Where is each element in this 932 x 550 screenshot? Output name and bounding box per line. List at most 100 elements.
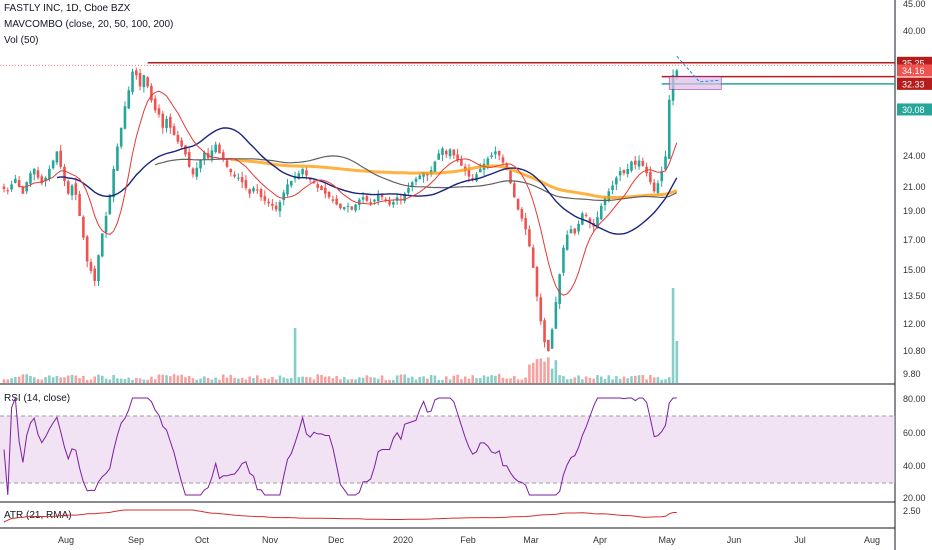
- time-tick: Oct: [195, 535, 210, 545]
- volume-bar: [327, 376, 331, 383]
- volume-bar: [475, 378, 478, 383]
- rsi-legend: RSI (14, close): [4, 393, 71, 404]
- atr-tick: 2.50: [903, 506, 921, 516]
- candle-body: [358, 199, 361, 205]
- volume-bar: [626, 378, 629, 383]
- volume-bar: [308, 377, 312, 383]
- candle-body: [531, 247, 535, 268]
- volume-bar: [165, 375, 168, 383]
- volume-bar: [116, 378, 119, 383]
- candle-body: [327, 191, 331, 198]
- candle-body: [630, 161, 633, 171]
- candle-body: [618, 171, 622, 176]
- volume-bar: [656, 377, 660, 383]
- candle-body: [274, 205, 278, 210]
- candle-body: [335, 198, 338, 205]
- volume-bar: [97, 374, 100, 383]
- candle-body: [369, 202, 372, 204]
- volume-bar: [622, 376, 626, 383]
- candle-body: [660, 171, 664, 182]
- candle-body: [584, 214, 588, 216]
- candle-body: [361, 197, 365, 200]
- candle-body: [599, 205, 603, 220]
- volume-bar: [652, 377, 656, 383]
- candle-body: [478, 168, 482, 173]
- time-tick: Mar: [523, 535, 539, 545]
- volume-bar: [664, 379, 667, 383]
- candle-body: [119, 127, 123, 147]
- volume-bar: [471, 375, 475, 383]
- volume-bar: [422, 376, 425, 383]
- candle-body: [656, 183, 660, 193]
- candle-body: [85, 236, 89, 262]
- candle-body: [637, 160, 641, 167]
- rsi-band: [0, 415, 895, 484]
- volume-bar: [312, 379, 316, 383]
- volume-bar: [437, 379, 440, 383]
- volume-bar: [524, 377, 527, 383]
- volume-bar: [452, 375, 456, 383]
- volume-bar: [399, 374, 403, 383]
- volume-bar: [301, 376, 304, 383]
- candle-body: [233, 174, 236, 177]
- volume-bar: [10, 378, 13, 383]
- time-tick: Jul: [794, 535, 806, 545]
- candle-body: [169, 116, 172, 128]
- price-tick: 17.00: [903, 235, 926, 245]
- volume-bar: [63, 377, 66, 383]
- volume-bar: [637, 375, 641, 383]
- volume-bar: [259, 379, 263, 383]
- volume-bar: [490, 375, 493, 383]
- volume-bar: [14, 377, 17, 383]
- candle-body: [509, 170, 512, 184]
- candle-body: [569, 229, 573, 234]
- volume-bar: [350, 379, 354, 383]
- rsi-axis: 80.00 60.00 40.00 20.00 2.50: [903, 394, 926, 516]
- volume-bar: [252, 378, 255, 383]
- volume-bar: [361, 377, 365, 383]
- volume-bar: [501, 377, 505, 383]
- volume-bar: [516, 379, 520, 383]
- candle-body: [63, 166, 66, 181]
- volume-bar: [237, 378, 240, 383]
- volume-bar: [384, 379, 388, 383]
- volume-bar: [577, 375, 580, 383]
- rsi-line: [3, 397, 677, 496]
- candle-body: [278, 202, 282, 212]
- price-label-bg: [897, 64, 932, 77]
- volume-bar: [426, 378, 429, 383]
- volume-bar: [596, 375, 599, 383]
- volume-bar: [282, 377, 286, 383]
- price-label-text: 35.25: [902, 58, 925, 68]
- price-tick: 9.80: [903, 369, 921, 379]
- volume-bar: [346, 379, 350, 383]
- candle-body: [165, 118, 168, 129]
- volume-bar: [172, 374, 176, 383]
- candle-body: [150, 85, 153, 101]
- volume-bar: [418, 376, 422, 383]
- volume-bar: [40, 379, 44, 383]
- time-tick: May: [658, 535, 676, 545]
- panel-frames: [0, 0, 896, 550]
- candle-body: [70, 185, 74, 196]
- volume-bar: [528, 364, 531, 383]
- candle-body: [44, 177, 47, 182]
- time-tick: Nov: [262, 535, 279, 545]
- candle-body: [214, 144, 217, 153]
- volume-bar: [25, 374, 28, 383]
- volume-bar: [342, 377, 346, 383]
- candle-body: [603, 198, 607, 206]
- volume-bar: [320, 374, 323, 383]
- candle-body: [244, 179, 248, 188]
- volume-bar: [581, 379, 584, 383]
- candle-body: [339, 203, 342, 209]
- candle-body: [100, 233, 104, 257]
- indicator-legend: MAVCOMBO (close, 20, 50, 100, 200): [4, 19, 174, 30]
- candle-body: [373, 199, 376, 202]
- volume-bar: [203, 376, 206, 383]
- volume-bar: [675, 341, 679, 383]
- volume-bar: [6, 379, 10, 383]
- candle-body: [622, 169, 626, 174]
- volume-bar: [463, 376, 467, 383]
